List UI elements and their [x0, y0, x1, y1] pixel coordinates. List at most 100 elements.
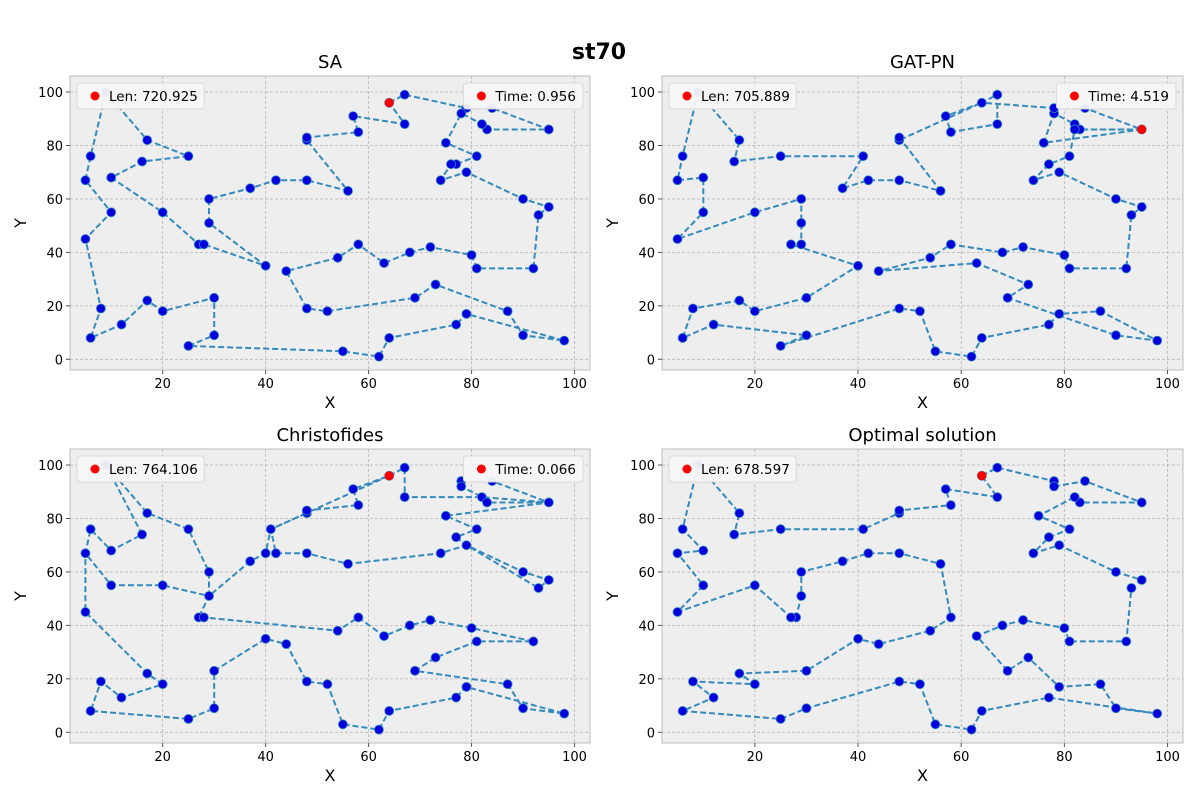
- plot-background: [70, 449, 590, 743]
- legend-upper-left: Len: 705.889: [668, 82, 797, 110]
- city-point: [976, 333, 987, 343]
- city-point: [301, 303, 312, 314]
- city-point: [80, 175, 91, 186]
- x-tick-label: 20: [154, 377, 171, 392]
- legend-box: [76, 455, 205, 483]
- x-axis-label: X: [917, 393, 928, 412]
- subplot-title: Christofides: [276, 425, 383, 446]
- x-tick-label: 20: [747, 750, 764, 765]
- legend-label: Len: 678.597: [701, 462, 790, 478]
- city-point: [992, 492, 1003, 503]
- city-point: [837, 183, 848, 194]
- axes-frame: [69, 448, 591, 744]
- city-point: [399, 119, 410, 130]
- city-point: [332, 625, 343, 636]
- legend-upper-right: Time: 0.956: [462, 82, 584, 110]
- city-point: [858, 524, 869, 535]
- city-point: [85, 706, 96, 716]
- y-tick-label: 60: [46, 566, 63, 581]
- legend-marker: [1069, 91, 1079, 101]
- city-point: [353, 612, 364, 623]
- city-point: [399, 89, 410, 100]
- city-point: [116, 692, 127, 703]
- city-point: [734, 508, 745, 519]
- legend-marker: [90, 464, 100, 474]
- city-point: [1111, 567, 1121, 577]
- city-point: [1126, 210, 1137, 220]
- city-point: [1152, 708, 1163, 719]
- city-point: [353, 500, 364, 511]
- tour-route-line: [676, 91, 1159, 358]
- city-point: [322, 306, 333, 317]
- city-point: [245, 556, 256, 567]
- city-point: [1043, 692, 1054, 703]
- subplot-title: GAT-PN: [890, 52, 955, 73]
- city-point: [204, 218, 214, 228]
- city-point: [915, 679, 925, 690]
- city-point: [430, 652, 441, 663]
- city-point: [1136, 575, 1147, 585]
- city-point: [85, 151, 96, 162]
- city-point: [204, 194, 214, 204]
- legend-marker: [476, 91, 486, 101]
- city-point: [749, 207, 760, 218]
- y-tick-label: 0: [55, 726, 63, 741]
- city-point: [1059, 623, 1070, 633]
- subplot-grid: 20 40 60 80 100 0 20 40 60 80 100 SA X Y Len: 720.925 T…: [11, 52, 1184, 785]
- y-tick-label: 100: [38, 459, 63, 474]
- city-point: [1059, 250, 1070, 260]
- plot-background: [70, 76, 590, 370]
- city-point: [379, 258, 389, 268]
- city-point: [801, 330, 812, 341]
- city-point: [1152, 335, 1163, 346]
- axes-frame: [661, 448, 1184, 744]
- y-tick-label: 80: [638, 512, 655, 527]
- city-point: [1121, 636, 1132, 647]
- city-point: [183, 341, 194, 351]
- city-point: [1111, 703, 1121, 714]
- subplot-2: 20 40 60 80 100 0 20 40 60 80 100 GAT-PN X Y Len: 705.…: [603, 52, 1184, 412]
- city-point: [945, 500, 956, 511]
- city-point: [1064, 636, 1075, 647]
- subplot-4: 20 40 60 80 100 0 20 40 60 80 100 Optimal solution X…: [603, 425, 1184, 785]
- city-point: [301, 175, 312, 186]
- city-point: [482, 497, 492, 508]
- city-point: [85, 524, 96, 535]
- city-point: [1095, 679, 1106, 690]
- city-point: [853, 633, 863, 644]
- city-point: [456, 481, 467, 492]
- city-point: [935, 186, 946, 196]
- city-point: [399, 462, 410, 473]
- city-point: [337, 719, 348, 730]
- city-point: [894, 505, 905, 516]
- city-point: [1095, 306, 1106, 317]
- x-tick-label: 60: [953, 750, 970, 765]
- y-tick-label: 60: [46, 193, 63, 208]
- city-point: [915, 306, 925, 317]
- city-point: [873, 266, 884, 277]
- legend-upper-right: Time: 4.519: [1055, 82, 1177, 110]
- y-tick-label: 60: [638, 566, 655, 581]
- y-tick-label: 100: [38, 86, 63, 101]
- city-point: [1054, 681, 1065, 692]
- city-point: [559, 708, 570, 719]
- legend-marker: [90, 91, 100, 101]
- y-tick-label: 80: [46, 512, 63, 527]
- city-point: [353, 239, 364, 250]
- y-tick-label: 0: [647, 353, 655, 368]
- city-point: [245, 183, 256, 194]
- city-point: [966, 351, 977, 362]
- x-axis-label: X: [917, 766, 928, 785]
- legend-label: Time: 0.066: [494, 462, 576, 478]
- city-point: [1054, 167, 1065, 178]
- city-point: [940, 111, 951, 121]
- city-point: [672, 175, 683, 186]
- city-point: [1043, 159, 1054, 170]
- city-point: [775, 524, 786, 535]
- city-point: [796, 567, 807, 577]
- city-point: [1054, 540, 1065, 551]
- city-point: [204, 567, 214, 577]
- city-point: [729, 529, 740, 540]
- city-point: [698, 580, 709, 591]
